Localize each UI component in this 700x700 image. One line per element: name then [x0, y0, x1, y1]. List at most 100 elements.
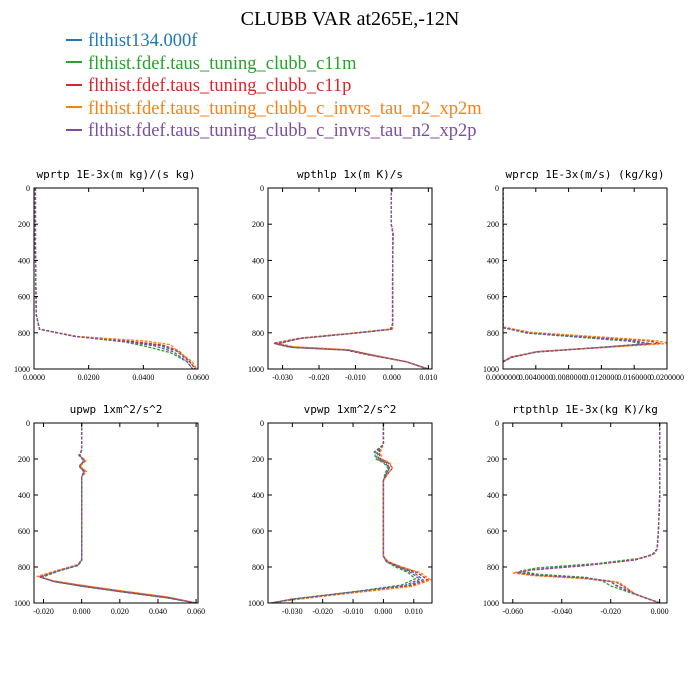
x-tick-label: 0.0400: [132, 373, 154, 382]
y-tick-label: 400: [252, 256, 264, 265]
y-tick-label: 600: [18, 293, 30, 302]
x-tick-label: -0.030: [272, 373, 293, 382]
y-tick-label: 200: [252, 455, 264, 464]
legend-label: flthist.fdef.taus_tuning_clubb_c_invrs_t…: [88, 98, 482, 119]
x-tick-label: 0.000: [651, 607, 669, 616]
x-tick-label: -0.040: [551, 607, 572, 616]
page-title: CLUBB VAR at265E,-12N: [240, 8, 460, 30]
x-tick-label: -0.020: [309, 373, 330, 382]
y-tick-label: 800: [487, 329, 499, 338]
plot-frame: [502, 422, 668, 604]
y-tick-label: 1000: [14, 599, 30, 608]
x-tick-label: 0.020: [111, 607, 129, 616]
series-line: [278, 188, 427, 369]
legend-label: flthist.fdef.taus_tuning_clubb_c11m: [88, 53, 357, 74]
y-tick-label: 600: [252, 293, 264, 302]
x-tick-label: 0.000: [383, 373, 401, 382]
x-tick-label: 0.0200: [78, 373, 100, 382]
series-line: [36, 423, 197, 603]
x-tick-label: -0.020: [33, 607, 54, 616]
series-line: [35, 423, 197, 603]
series-line: [270, 423, 417, 603]
series-line: [512, 423, 661, 603]
x-tick-label: 0.0000000: [486, 373, 520, 382]
series-line: [34, 188, 196, 369]
legend-item: flthist.fdef.taus_tuning_clubb_c_invrs_t…: [66, 98, 482, 121]
series-line: [270, 423, 422, 603]
y-tick-label: 800: [487, 563, 499, 572]
y-tick-label: 600: [18, 527, 30, 536]
x-tick-label: 0.0160000: [617, 373, 651, 382]
y-tick-label: 400: [252, 491, 264, 500]
y-tick-label: 400: [487, 256, 499, 265]
series-line: [517, 423, 661, 603]
x-tick-label: -0.010: [345, 373, 366, 382]
y-tick-label: 0: [260, 184, 264, 193]
series-line: [37, 423, 197, 603]
series-line: [34, 188, 198, 369]
legend-item: flthist.fdef.taus_tuning_clubb_c11p: [66, 75, 482, 98]
y-tick-label: 400: [487, 491, 499, 500]
series-line: [38, 423, 197, 603]
x-tick-label: 0.0120000: [584, 373, 618, 382]
series-line: [275, 188, 428, 369]
profile-panel: wprcp 1E-3x(m/s) (kg/kg) 0 200 400 600 800 100…: [483, 168, 684, 382]
y-tick-label: 800: [252, 563, 264, 572]
y-tick-label: 200: [18, 455, 30, 464]
series-line: [276, 188, 429, 369]
x-tick-label: 0.060: [187, 607, 205, 616]
plot-frame: [267, 187, 433, 370]
plot-frame: [502, 187, 668, 370]
x-tick-label: -0.010: [343, 607, 364, 616]
legend-label: flthist.fdef.taus_tuning_clubb_c11p: [88, 76, 352, 96]
series-line: [275, 188, 429, 369]
y-tick-label: 1000: [248, 365, 264, 374]
y-tick-label: 400: [18, 256, 30, 265]
legend-swatch: [66, 106, 82, 109]
y-tick-label: 1000: [483, 599, 499, 608]
series-line: [34, 188, 194, 369]
y-tick-label: 600: [487, 293, 499, 302]
panel-title: rtpthlp 1E-3x(kg K)/kg: [512, 403, 658, 416]
legend-label: flthist134.000f: [88, 31, 198, 51]
panel-title: vpwp 1xm^2/s^2: [304, 403, 397, 416]
legend-swatch: [66, 38, 82, 41]
y-tick-label: 1000: [14, 365, 30, 374]
y-tick-label: 200: [252, 220, 264, 229]
x-tick-label: -0.020: [600, 607, 621, 616]
series-line: [39, 423, 197, 603]
legend-swatch: [66, 83, 82, 86]
series-line: [517, 423, 661, 603]
y-tick-label: 200: [487, 455, 499, 464]
legend-label: flthist.fdef.taus_tuning_clubb_c_invrs_t…: [88, 121, 477, 141]
plot-frame: [267, 422, 433, 604]
y-tick-label: 0: [26, 419, 30, 428]
y-tick-label: 0: [495, 419, 499, 428]
series-line: [34, 188, 194, 369]
profile-panel: wprtp 1E-3x(m kg)/(s kg) 0 200 400 600 800 100…: [14, 168, 209, 382]
panel-title: wprcp 1E-3x(m/s) (kg/kg): [506, 168, 665, 181]
legend-swatch: [66, 128, 82, 131]
x-tick-label: 0.040: [149, 607, 167, 616]
x-tick-label: 0.0000: [23, 373, 45, 382]
series-line: [270, 423, 429, 603]
y-tick-label: 800: [252, 329, 264, 338]
panel-title: wpthlp 1x(m K)/s: [297, 168, 403, 181]
legend-item: flthist.fdef.taus_tuning_clubb_c11m: [66, 53, 482, 76]
series-line: [503, 188, 650, 363]
y-tick-label: 200: [18, 220, 30, 229]
panel-title: upwp 1xm^2/s^2: [70, 403, 163, 416]
x-tick-label: -0.020: [312, 607, 333, 616]
y-tick-label: 0: [495, 184, 499, 193]
panel-title: wprtp 1E-3x(m kg)/(s kg): [37, 168, 196, 181]
y-tick-label: 400: [18, 491, 30, 500]
profile-panel: rtpthlp 1E-3x(kg K)/kg02004006008001000-…: [483, 403, 669, 616]
series-line: [34, 188, 196, 369]
y-tick-label: 600: [252, 527, 264, 536]
x-tick-label: 0.0600: [187, 373, 209, 382]
profile-panel: vpwp 1xm^2/s^2 0 200 400 600 800 1000 -0.030 -0.…: [248, 403, 433, 616]
series-line: [270, 423, 432, 603]
y-tick-label: 800: [18, 329, 30, 338]
profile-panel: upwp 1xm^2/s^2 0 200 400 600 800 1000-0.020 0.0…: [14, 403, 205, 616]
